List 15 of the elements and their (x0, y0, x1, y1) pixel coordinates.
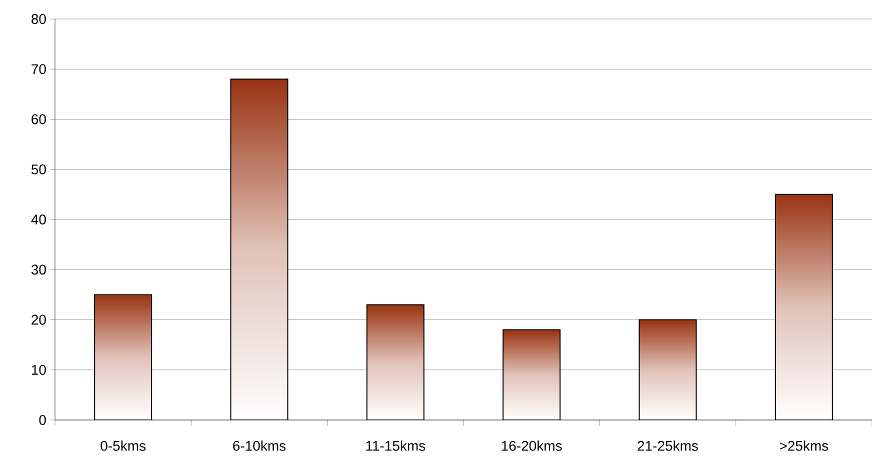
x-tick-label: 11-15kms (366, 440, 426, 451)
y-tick-label: 50 (31, 164, 46, 174)
y-tick-label: 30 (31, 264, 46, 275)
y-tick-label: 80 (32, 14, 46, 24)
x-tick-label: 21-25kms (638, 440, 698, 451)
y-tick-label: 20 (32, 314, 46, 325)
x-tick-label: >25kms (780, 440, 828, 451)
y-tick-label: 40 (31, 214, 46, 224)
y-tick-label: 70 (32, 64, 46, 74)
y-tick-label: 0 (39, 415, 46, 425)
x-tick-label: 6-10kms (233, 440, 286, 451)
x-tick-label: 0-5kms (100, 440, 146, 451)
x-tick-label: 16-20kms (502, 440, 562, 451)
y-tick-label: 10 (32, 364, 46, 375)
y-tick-label: 60 (32, 114, 46, 124)
